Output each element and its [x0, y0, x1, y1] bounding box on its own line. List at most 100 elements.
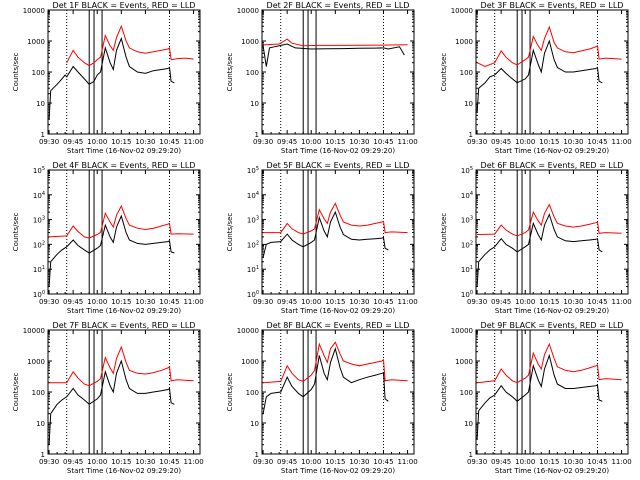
y-axis-label: Counts/sec — [12, 213, 20, 252]
plot-frame — [261, 169, 415, 295]
events-series-line — [476, 353, 603, 440]
x-tick-label: 11:00 — [397, 138, 417, 146]
panel-title: Det 4F BLACK = Events, RED = LLD — [53, 161, 196, 170]
y-tick-label: 100 — [460, 69, 473, 77]
x-tick-label: 10:00 — [515, 458, 535, 466]
x-tick-label: 10:15 — [325, 458, 345, 466]
plot-frame — [47, 169, 201, 295]
y-tick-label: 100 — [461, 290, 473, 299]
y-tick-label: 103 — [33, 216, 45, 225]
lld-series-line — [66, 24, 194, 67]
detector-panel-1: Det 1F BLACK = Events, RED = LLD 09:30 09:… — [12, 1, 204, 155]
panel-title: Det 9F BLACK = Events, RED = LLD — [481, 321, 624, 330]
detector-panel-9: Det 9F BLACK = Events, RED = LLD 09:30 09:… — [440, 321, 632, 475]
y-tick-label: 1 — [41, 451, 45, 459]
y-tick-label: 100 — [247, 290, 259, 299]
detector-panel-7: Det 7F BLACK = Events, RED = LLD 09:30 09:… — [12, 321, 204, 475]
x-tick-label: 10:00 — [87, 458, 107, 466]
y-tick-label: 102 — [33, 240, 45, 249]
y-tick-label: 10 — [36, 100, 45, 108]
y-tick-label: 103 — [461, 216, 473, 225]
y-tick-label: 10 — [464, 100, 473, 108]
x-tick-label: 10:15 — [539, 298, 559, 306]
lld-series-line — [263, 341, 408, 384]
y-tick-label: 100 — [32, 389, 45, 397]
plot-frame — [475, 329, 629, 455]
x-tick-label: 11:00 — [611, 458, 631, 466]
lld-series-line — [49, 345, 194, 387]
x-tick-label: 10:15 — [325, 298, 345, 306]
y-axis-label: Counts/sec — [12, 53, 20, 92]
x-tick-label: 09:45 — [491, 298, 511, 306]
events-series-line — [476, 39, 603, 113]
x-tick-label: 11:00 — [397, 458, 417, 466]
y-tick-label: 1 — [41, 131, 45, 139]
x-tick-label: 09:30 — [467, 138, 487, 146]
y-tick-label: 103 — [247, 216, 259, 225]
x-tick-label: 09:30 — [253, 458, 273, 466]
y-tick-label: 10000 — [451, 7, 473, 15]
y-tick-label: 1000 — [27, 38, 45, 46]
y-tick-label: 10000 — [23, 327, 45, 335]
y-tick-label: 1000 — [241, 38, 259, 46]
x-tick-label: 09:45 — [63, 458, 83, 466]
x-axis-label: Start Time (16-Nov-02 09:29:20) — [67, 307, 181, 315]
x-tick-label: 10:45 — [159, 298, 179, 306]
x-tick-label: 10:00 — [87, 138, 107, 146]
y-tick-label: 105 — [33, 166, 45, 175]
x-tick-label: 09:45 — [277, 458, 297, 466]
x-tick-label: 10:45 — [587, 458, 607, 466]
x-tick-label: 10:15 — [111, 458, 131, 466]
x-tick-label: 10:30 — [349, 458, 369, 466]
lld-series-line — [49, 204, 194, 239]
y-tick-label: 104 — [33, 191, 45, 200]
x-tick-label: 10:30 — [563, 138, 583, 146]
y-axis-label: Counts/sec — [226, 53, 234, 92]
x-tick-label: 11:00 — [183, 458, 203, 466]
detector-panel-3: Det 3F BLACK = Events, RED = LLD 09:30 09:… — [440, 1, 632, 155]
x-tick-label: 10:45 — [587, 298, 607, 306]
x-tick-label: 09:30 — [39, 458, 59, 466]
x-tick-label: 09:45 — [277, 138, 297, 146]
y-tick-label: 100 — [33, 290, 45, 299]
x-tick-label: 09:45 — [491, 138, 511, 146]
y-tick-label: 1000 — [455, 38, 473, 46]
y-axis-label: Counts/sec — [440, 213, 448, 252]
lld-series-line — [476, 25, 622, 68]
x-tick-label: 10:30 — [135, 298, 155, 306]
x-tick-label: 10:15 — [111, 138, 131, 146]
x-tick-label: 11:00 — [183, 138, 203, 146]
detector-panel-5: Det 5F BLACK = Events, RED = LLD 09:30 09:… — [226, 161, 418, 315]
y-tick-label: 1000 — [455, 358, 473, 366]
y-tick-label: 101 — [33, 265, 45, 274]
y-tick-label: 10 — [250, 100, 259, 108]
y-tick-label: 10 — [464, 420, 473, 428]
x-tick-label: 10:00 — [515, 298, 535, 306]
y-tick-label: 10 — [250, 420, 259, 428]
lld-series-line — [263, 202, 408, 235]
y-tick-label: 101 — [247, 265, 259, 274]
x-tick-label: 09:30 — [39, 298, 59, 306]
x-tick-label: 10:15 — [539, 138, 559, 146]
y-axis-label: Counts/sec — [226, 373, 234, 412]
detector-panel-4: Det 4F BLACK = Events, RED = LLD 09:30 09:… — [12, 161, 204, 315]
panel-title: Det 2F BLACK = Events, RED = LLD — [267, 1, 410, 10]
events-series-line — [262, 210, 389, 258]
y-tick-label: 100 — [460, 389, 473, 397]
y-tick-label: 1 — [469, 451, 473, 459]
lld-series-line — [263, 38, 408, 47]
x-tick-label: 09:30 — [253, 298, 273, 306]
x-axis-label: Start Time (16-Nov-02 09:29:20) — [281, 147, 395, 155]
x-tick-label: 09:45 — [277, 298, 297, 306]
y-tick-label: 102 — [461, 240, 473, 249]
x-tick-label: 11:00 — [397, 298, 417, 306]
y-axis-label: Counts/sec — [440, 53, 448, 92]
x-tick-label: 10:30 — [349, 138, 369, 146]
events-series-line — [48, 36, 175, 120]
x-tick-label: 09:30 — [467, 458, 487, 466]
y-tick-label: 10 — [36, 420, 45, 428]
panel-title: Det 1F BLACK = Events, RED = LLD — [53, 1, 196, 10]
detector-panel-8: Det 8F BLACK = Events, RED = LLD 09:30 09:… — [226, 321, 418, 475]
plot-frame — [475, 9, 629, 135]
